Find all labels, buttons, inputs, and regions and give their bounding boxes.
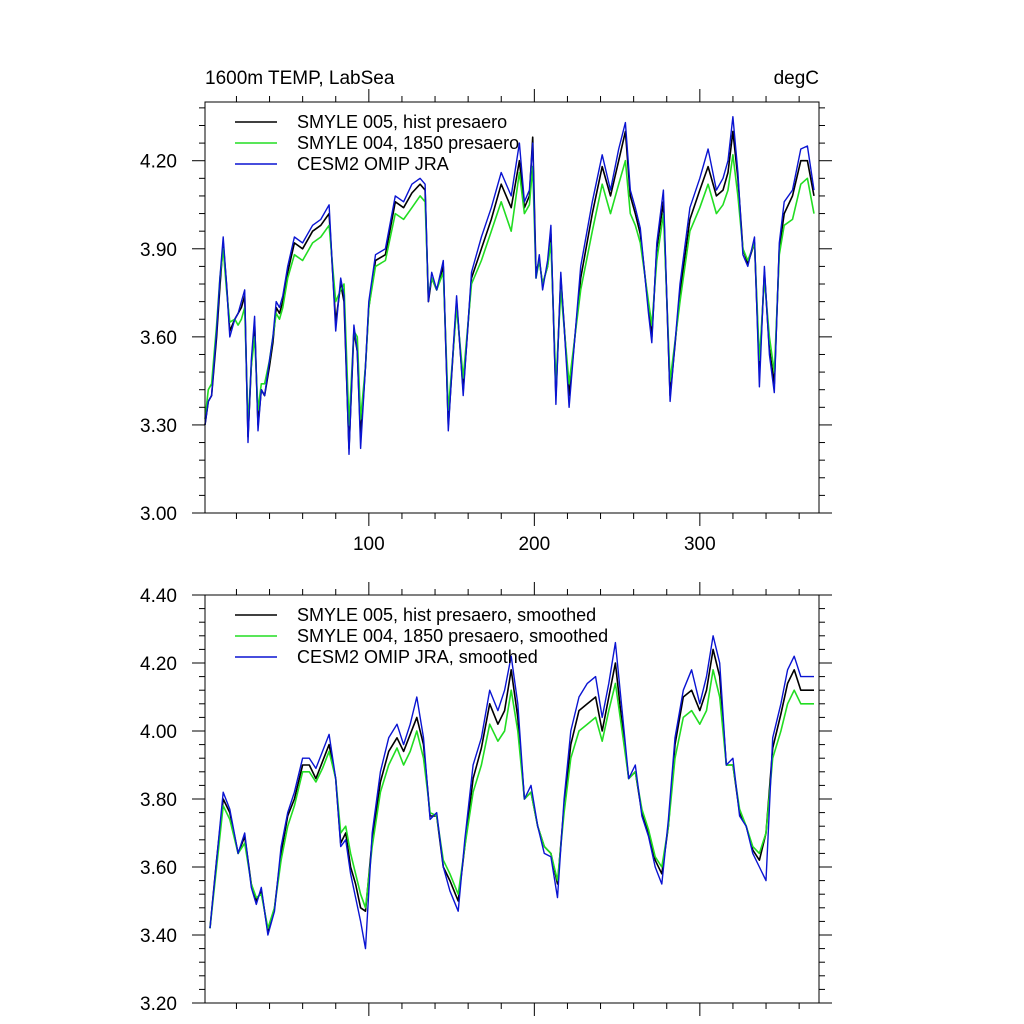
y-tick-label: 3.40 [140,926,177,947]
chart-title: 1600m TEMP, LabSea [205,68,395,89]
legend-entry: CESM2 OMIP JRA [297,154,449,174]
y-tick-label: 4.20 [140,654,177,675]
y-tick-label: 3.30 [140,416,177,437]
series-line-1 [209,648,814,933]
panel-2: 3.20 3.40 3.60 3.80 4.00 4.20 4.40 SMYLE 005, h… [140,582,832,1016]
x-tick-label: 200 [518,534,550,555]
y-tick-label: 3.00 [140,504,177,525]
legend-entry: SMYLE 005, hist presaero [297,112,507,132]
y-tick-label: 3.80 [140,790,177,811]
plot-frame [204,101,820,514]
y-tick-label: 4.00 [140,722,177,743]
units-label: degC [774,68,819,89]
legend-entry: CESM2 OMIP JRA, smoothed [297,647,538,667]
legend-entry: SMYLE 004, 1850 presaero, smoothed [297,626,608,646]
y-tick-label: 3.60 [140,328,177,349]
y-tick-label: 3.60 [140,858,177,879]
legend: SMYLE 005, hist presaero, smoothedSMYLE … [235,605,608,667]
legend-entry: SMYLE 005, hist presaero, smoothed [297,605,596,625]
x-tick-label: 300 [684,534,716,555]
y-tick-label: 3.90 [140,240,177,261]
series-line-2 [204,154,815,426]
series-line-3 [204,116,815,455]
y-tick-label: 4.40 [140,586,177,607]
y-tick-label: 4.20 [140,152,177,173]
x-tick-label: 100 [353,534,385,555]
y-tick-label: 3.20 [140,994,177,1015]
legend-entry: SMYLE 004, 1850 presaero [297,133,519,153]
panel-1: 100 200 300 3.00 3.30 3.60 3.90 4.20 1600m TEMP,… [140,68,832,555]
series-line-2 [209,669,814,929]
series-line-3 [209,635,814,950]
